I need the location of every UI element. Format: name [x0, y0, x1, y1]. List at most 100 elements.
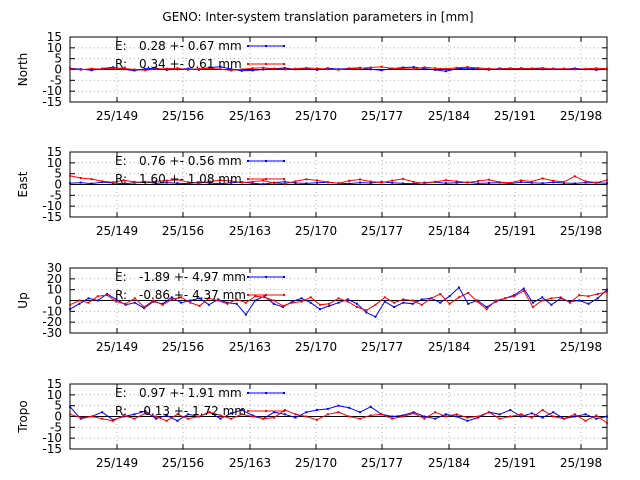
x-tick-label: 25/170 [295, 224, 337, 238]
data-point-R [587, 295, 590, 298]
x-tick-label: 25/170 [295, 456, 337, 470]
legend-marker [247, 294, 249, 296]
data-point-R [176, 67, 179, 70]
data-point-R [365, 309, 368, 312]
data-point-E [552, 411, 555, 414]
data-point-E [348, 406, 351, 409]
data-point-E [541, 182, 544, 185]
data-point-R [606, 179, 608, 182]
data-point-E [251, 182, 254, 185]
data-point-R [606, 422, 608, 424]
data-point-E [587, 302, 590, 305]
data-point-E [380, 69, 383, 72]
plot-frame [69, 151, 608, 218]
data-point-E [187, 413, 190, 416]
data-point-E [90, 182, 93, 185]
y-tick-label: 10 [47, 388, 62, 402]
data-point-R [230, 69, 233, 72]
data-point-R [552, 68, 555, 71]
data-point-R [466, 181, 469, 184]
data-point-E [530, 181, 533, 184]
data-point-E [337, 301, 340, 304]
y-tick-label: 5 [54, 399, 62, 413]
data-point-E [530, 412, 533, 415]
data-point-E [143, 307, 146, 310]
data-point-R [457, 296, 460, 299]
data-point-R [283, 182, 286, 185]
data-point-E [412, 182, 415, 185]
data-point-R [180, 296, 183, 299]
y-tick-label: 5 [54, 167, 62, 181]
data-point-R [530, 180, 533, 183]
legend-key: R: [115, 172, 127, 186]
data-point-R [337, 68, 340, 71]
data-point-R [509, 67, 512, 70]
data-point-R [573, 175, 576, 178]
data-point-E [328, 304, 331, 307]
data-point-R [152, 299, 155, 302]
data-point-R [143, 306, 146, 308]
data-point-E [420, 298, 423, 301]
data-point-E [165, 414, 168, 417]
data-point-R [326, 413, 329, 416]
data-point-R [520, 413, 523, 416]
data-point-E [69, 308, 71, 311]
data-point-E [165, 181, 168, 184]
data-point-R [244, 301, 247, 304]
data-point-R [79, 68, 82, 71]
data-point-R [369, 414, 372, 417]
data-point-R [101, 180, 104, 183]
data-point-E [356, 302, 358, 305]
x-tick-label: 25/198 [560, 456, 602, 470]
data-point-E [273, 411, 276, 414]
data-point-R [584, 67, 587, 70]
data-point-R [337, 182, 340, 185]
data-point-E [197, 181, 200, 184]
legend-marker [283, 294, 285, 296]
data-point-R [522, 289, 525, 292]
data-point-R [448, 302, 451, 305]
data-point-E [337, 404, 340, 407]
data-point-R [309, 296, 312, 299]
data-point-E [393, 306, 396, 308]
data-point-R [466, 66, 469, 69]
data-point-R [348, 67, 351, 70]
data-point-R [226, 302, 229, 305]
data-point-E [509, 409, 512, 411]
data-point-R [498, 68, 501, 71]
legend-key: E: [115, 39, 127, 53]
data-point-E [606, 288, 608, 291]
data-point-R [348, 415, 351, 418]
data-point-R [466, 416, 469, 419]
data-point-R [198, 304, 201, 307]
y-tick-label: 15 [47, 377, 62, 391]
legend-value: -1.89 +- 4.97 mm [139, 270, 246, 284]
data-point-E [467, 302, 470, 305]
data-point-E [230, 412, 233, 415]
data-point-R [476, 300, 479, 303]
data-point-E [319, 308, 321, 311]
data-point-R [541, 299, 544, 302]
data-point-E [412, 66, 415, 69]
data-point-R [411, 299, 414, 302]
data-point-R [423, 417, 426, 420]
data-point-E [251, 414, 254, 417]
data-point-R [504, 297, 507, 300]
data-point-R [273, 182, 276, 184]
data-point-E [595, 417, 598, 420]
data-point-R [596, 293, 599, 295]
data-point-R [380, 413, 383, 416]
legend-key: E: [115, 154, 127, 168]
legend-marker [283, 392, 285, 394]
data-point-E [369, 405, 372, 408]
data-point-E [262, 183, 265, 186]
data-point-R [328, 302, 331, 305]
y-tick-label: -15 [42, 442, 62, 456]
data-point-E [494, 300, 497, 303]
legend-value: 0.97 +- 1.91 mm [139, 386, 242, 400]
legend-marker [265, 276, 267, 278]
data-point-E [374, 315, 377, 318]
legend-marker [265, 410, 267, 412]
data-point-R [509, 415, 512, 418]
